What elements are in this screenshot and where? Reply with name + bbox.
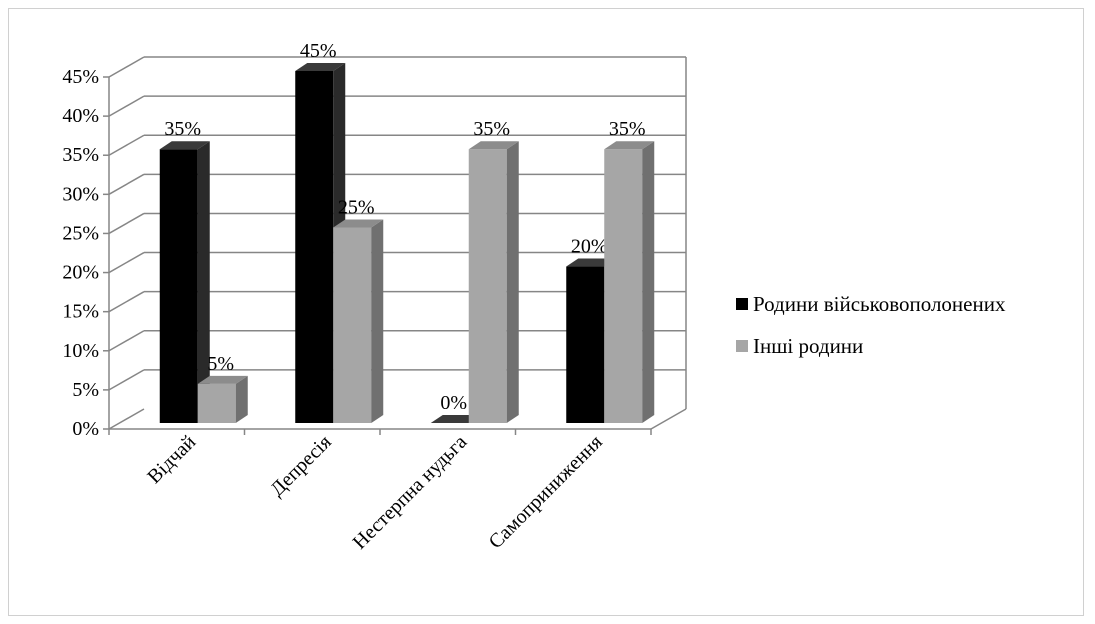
- bar-top: [604, 141, 655, 150]
- y-tick-label: 0%: [72, 418, 99, 440]
- bar: [197, 383, 236, 423]
- legend-item-series-1: Родини військовополонених: [736, 288, 1005, 320]
- bar-side: [506, 141, 519, 423]
- bar-side: [197, 141, 210, 423]
- data-label: 25%: [338, 196, 375, 218]
- gridline-side: [108, 408, 145, 430]
- bar-side: [371, 219, 384, 423]
- chart-frame: 0% 5% 10% 15% 20% 25% 30% 35% 40% 45% 35% 5% 45% 25% 0…: [8, 8, 1084, 616]
- gridline-side: [108, 369, 145, 391]
- gridline-side: [108, 330, 145, 352]
- gridline-side: [108, 212, 145, 235]
- y-tick-label: 20%: [62, 262, 99, 284]
- data-label: 45%: [300, 40, 337, 62]
- data-label: 20%: [571, 236, 608, 258]
- y-tick-label: 5%: [72, 379, 99, 401]
- bar: [566, 266, 605, 423]
- y-tick-label: 40%: [62, 105, 99, 127]
- bar-top: [159, 141, 210, 150]
- bar-top: [197, 375, 248, 384]
- legend: Родини військовополонених Інші родини: [736, 288, 1005, 372]
- gridline-side: [108, 173, 145, 195]
- bar-top: [566, 258, 617, 267]
- floor-edge: [650, 408, 687, 430]
- data-label: 0%: [440, 392, 467, 414]
- y-tick-label: 15%: [62, 301, 99, 323]
- bar-top: [468, 141, 519, 150]
- gridline-side: [108, 56, 145, 78]
- x-category-label: Депресія: [266, 431, 336, 501]
- legend-swatch-series-2: [736, 340, 748, 352]
- gridline-side: [108, 134, 145, 156]
- x-category-label: Нестерпна нудьга: [349, 431, 472, 554]
- y-tick-label: 35%: [62, 144, 99, 166]
- x-category-label: Самоприниження: [485, 431, 607, 553]
- data-label: 35%: [609, 118, 646, 140]
- bar: [604, 149, 643, 423]
- bar-top: [430, 415, 481, 423]
- bar-top: [333, 219, 384, 228]
- gridline-side: [108, 291, 145, 313]
- bar-chart: 0% 5% 10% 15% 20% 25% 30% 35% 40% 45% 35% 5% 45% 25% 0…: [62, 40, 687, 554]
- gridline-side: [108, 251, 145, 274]
- y-tick-label: 25%: [62, 222, 99, 244]
- y-tick-label: 45%: [62, 66, 99, 88]
- legend-swatch-series-1: [736, 298, 748, 310]
- bar-side: [235, 375, 248, 423]
- data-label: 35%: [473, 118, 510, 140]
- bar: [295, 71, 334, 423]
- bar: [468, 149, 507, 423]
- legend-label-series-1: Родини військовополонених: [753, 291, 1006, 316]
- y-tick-label: 10%: [62, 340, 99, 362]
- bar-top: [295, 63, 346, 71]
- bar: [333, 227, 372, 423]
- bar: [159, 149, 198, 423]
- data-label: 5%: [207, 353, 234, 375]
- gridline-side: [108, 95, 145, 117]
- legend-label-series-2: Інші родини: [753, 333, 864, 358]
- legend-item-series-2: Інші родини: [736, 330, 1005, 362]
- x-category-label: Відчай: [143, 431, 200, 488]
- data-label: 35%: [164, 118, 201, 140]
- bar-side: [642, 141, 655, 423]
- y-tick-label: 30%: [62, 183, 99, 205]
